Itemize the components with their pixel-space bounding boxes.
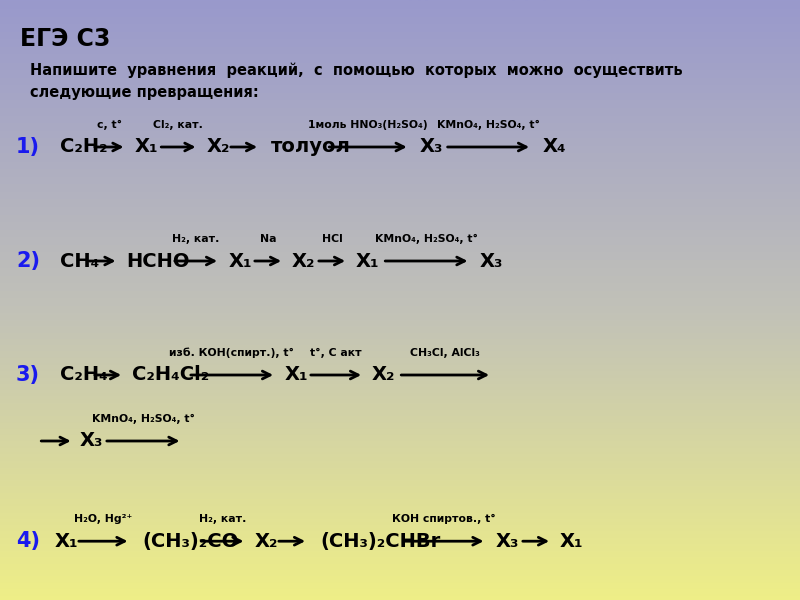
Text: Напишите  уравнения  реакций,  с  помощью  которых  можно  осуществить: Напишите уравнения реакций, с помощью ко… — [30, 63, 683, 79]
Text: 4): 4) — [16, 531, 40, 551]
Text: (CH₃)₂CO: (CH₃)₂CO — [142, 532, 238, 551]
Text: Na: Na — [260, 234, 276, 244]
Text: X₁: X₁ — [54, 532, 78, 551]
Text: 3): 3) — [16, 365, 40, 385]
Text: CH₃Cl, AlCl₃: CH₃Cl, AlCl₃ — [410, 348, 480, 358]
Text: ЕГЭ С3: ЕГЭ С3 — [20, 27, 110, 51]
Text: X₁: X₁ — [560, 532, 584, 551]
Text: C₂H₄: C₂H₄ — [60, 365, 108, 385]
Text: X₁: X₁ — [356, 251, 380, 271]
Text: X₃: X₃ — [80, 431, 103, 451]
Text: KMnO₄, H₂SO₄, t°: KMnO₄, H₂SO₄, t° — [375, 234, 478, 244]
Text: толуол: толуол — [270, 137, 350, 157]
Text: X₄: X₄ — [542, 137, 566, 157]
Text: (CH₃)₂CHBr: (CH₃)₂CHBr — [320, 532, 440, 551]
Text: КОН спиртов., t°: КОН спиртов., t° — [392, 514, 496, 524]
Text: HCl: HCl — [322, 234, 342, 244]
Text: H₂O, Hg²⁺: H₂O, Hg²⁺ — [74, 514, 132, 524]
Text: KMnO₄, H₂SO₄, t°: KMnO₄, H₂SO₄, t° — [437, 120, 540, 130]
Text: X₂: X₂ — [292, 251, 315, 271]
Text: t°, С акт: t°, С акт — [310, 348, 362, 358]
Text: C₂H₄Cl₂: C₂H₄Cl₂ — [132, 365, 210, 385]
Text: X₂: X₂ — [372, 365, 395, 385]
Text: Cl₂, кат.: Cl₂, кат. — [154, 120, 203, 130]
Text: X₃: X₃ — [496, 532, 519, 551]
Text: H₂, кат.: H₂, кат. — [172, 234, 220, 244]
Text: H₂, кат.: H₂, кат. — [198, 514, 246, 524]
Text: X₃: X₃ — [480, 251, 503, 271]
Text: X₂: X₂ — [206, 137, 230, 157]
Text: C₂H₂: C₂H₂ — [60, 137, 108, 157]
Text: с, t°: с, t° — [97, 120, 122, 130]
Text: 1моль HNO₃(H₂SO₄): 1моль HNO₃(H₂SO₄) — [308, 120, 428, 130]
Text: CH₄: CH₄ — [60, 251, 99, 271]
Text: 1): 1) — [16, 137, 40, 157]
Text: X₁: X₁ — [134, 137, 158, 157]
Text: KMnO₄, H₂SO₄, t°: KMnO₄, H₂SO₄, t° — [92, 414, 194, 424]
Text: X₂: X₂ — [254, 532, 278, 551]
Text: X₃: X₃ — [419, 137, 442, 157]
Text: 2): 2) — [16, 251, 40, 271]
Text: следующие превращения:: следующие превращения: — [30, 85, 259, 100]
Text: изб. КОН(спирт.), t°: изб. КОН(спирт.), t° — [170, 347, 294, 358]
Text: HCHO: HCHO — [126, 251, 190, 271]
Text: X₁: X₁ — [229, 251, 253, 271]
Text: X₁: X₁ — [285, 365, 309, 385]
